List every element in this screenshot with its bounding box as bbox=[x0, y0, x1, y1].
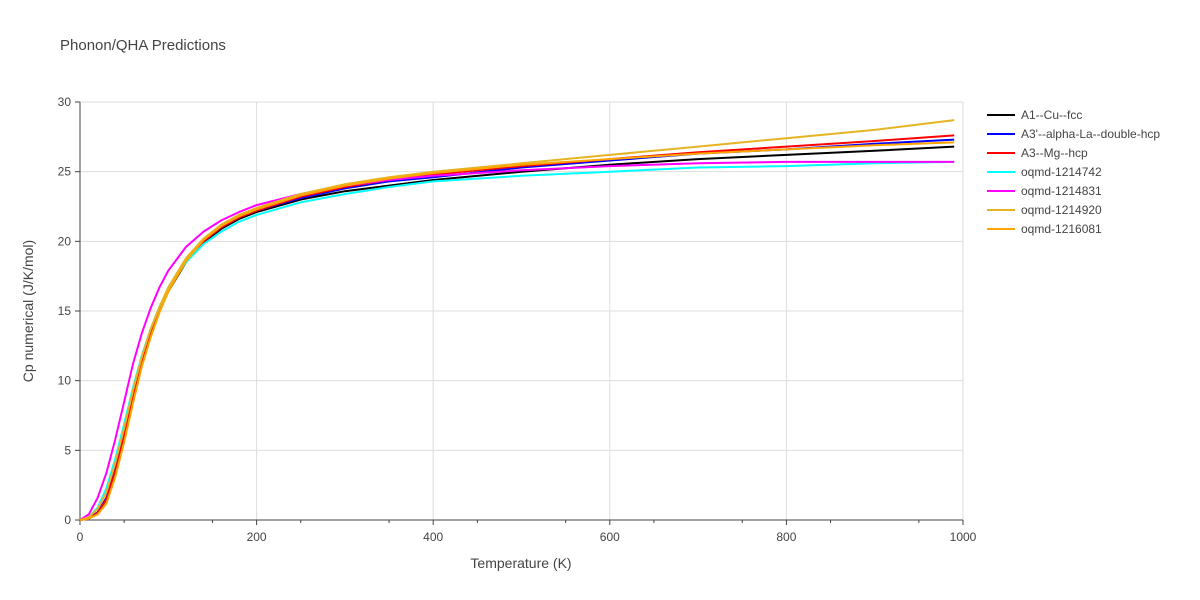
legend-label: oqmd-1216081 bbox=[1021, 222, 1102, 236]
y-tick-label: 25 bbox=[58, 165, 72, 179]
y-tick-label: 5 bbox=[64, 443, 71, 457]
series-line-2 bbox=[79, 134, 955, 521]
legend-label: A1--Cu--fcc bbox=[1021, 108, 1082, 122]
legend-item[interactable]: oqmd-1214920 bbox=[987, 203, 1102, 217]
legend-item[interactable]: A3--Mg--hcp bbox=[987, 146, 1088, 160]
legend-label: A3--Mg--hcp bbox=[1021, 146, 1088, 160]
legend-item[interactable]: oqmd-1216081 bbox=[987, 222, 1102, 236]
legend-label: A3'--alpha-La--double-hcp bbox=[1021, 127, 1160, 141]
y-tick-label: 0 bbox=[64, 513, 71, 527]
legend-item[interactable]: oqmd-1214742 bbox=[987, 165, 1102, 179]
chart-title: Phonon/QHA Predictions bbox=[60, 37, 226, 54]
x-tick-label: 1000 bbox=[950, 530, 977, 544]
x-tick-label: 800 bbox=[776, 530, 796, 544]
series-line-6 bbox=[79, 141, 955, 521]
x-axis-label: Temperature (K) bbox=[470, 555, 571, 571]
series-line-0 bbox=[79, 145, 955, 521]
y-tick-label: 15 bbox=[58, 304, 72, 318]
series-line-5 bbox=[79, 119, 955, 521]
axes: 0 200 400 600 800 1000 0 5 10 15 20 25 30 bbox=[58, 95, 977, 544]
series-line-1 bbox=[79, 138, 955, 521]
x-tick-label: 600 bbox=[600, 530, 620, 544]
y-tick-label: 30 bbox=[58, 95, 72, 109]
legend-item[interactable]: oqmd-1214831 bbox=[987, 184, 1102, 198]
x-tick-label: 400 bbox=[423, 530, 443, 544]
y-tick-label: 20 bbox=[58, 234, 72, 248]
legend[interactable]: A1--Cu--fcc A3'--alpha-La--double-hcp A3--… bbox=[987, 108, 1160, 236]
series-line-3 bbox=[79, 160, 955, 521]
legend-label: oqmd-1214831 bbox=[1021, 184, 1102, 198]
legend-item[interactable]: A3'--alpha-La--double-hcp bbox=[987, 127, 1160, 141]
series-line-4 bbox=[79, 160, 955, 521]
x-tick-label: 200 bbox=[247, 530, 267, 544]
x-tick-label: 0 bbox=[77, 530, 84, 544]
plot-lines bbox=[79, 119, 955, 521]
y-tick-label: 10 bbox=[58, 374, 72, 388]
legend-item[interactable]: A1--Cu--fcc bbox=[987, 108, 1082, 122]
y-axis-label: Cp numerical (J/K/mol) bbox=[20, 240, 36, 382]
legend-label: oqmd-1214742 bbox=[1021, 165, 1102, 179]
legend-label: oqmd-1214920 bbox=[1021, 203, 1102, 217]
